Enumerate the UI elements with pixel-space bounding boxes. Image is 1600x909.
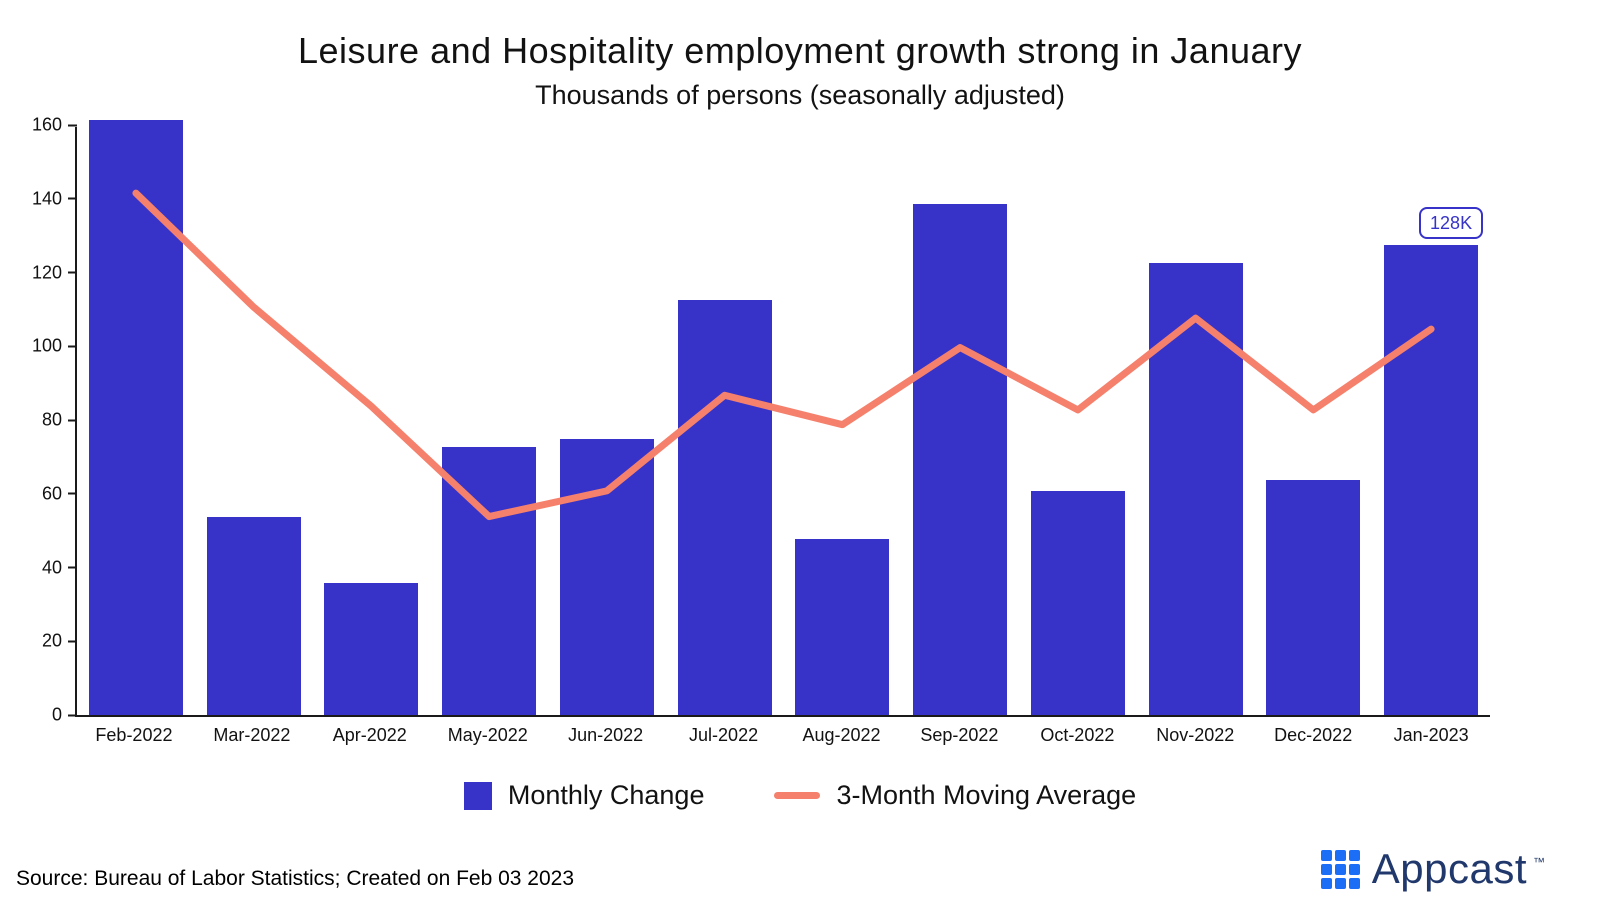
y-tick-label: 140 xyxy=(31,188,62,209)
bar-slot xyxy=(1255,127,1373,715)
line-swatch-icon xyxy=(774,792,821,799)
bar-Aug-2022 xyxy=(795,538,890,715)
y-tick-mark xyxy=(68,345,77,348)
y-tick-mark xyxy=(68,640,77,643)
y-tick-mark xyxy=(68,197,77,200)
logo-square xyxy=(1320,877,1332,889)
legend-item-monthly-change: Monthly Change xyxy=(463,780,705,811)
bar-slot xyxy=(901,127,1019,715)
y-tick: 0 xyxy=(7,705,77,726)
y-tick-label: 100 xyxy=(31,335,62,356)
bar-Jan-2023 xyxy=(1384,244,1479,715)
y-tick-mark xyxy=(68,419,77,421)
y-tick: 20 xyxy=(7,631,77,652)
x-axis-label: Dec-2022 xyxy=(1274,725,1353,745)
x-axis-label: Sep-2022 xyxy=(920,725,999,745)
y-tick-mark xyxy=(68,492,77,495)
y-tick: 40 xyxy=(7,557,77,578)
brand-trademark: ™ xyxy=(1533,855,1545,869)
logo-square xyxy=(1334,863,1346,875)
logo-square xyxy=(1348,863,1360,875)
y-tick-label: 160 xyxy=(31,114,62,135)
logo-square xyxy=(1334,849,1346,861)
y-tick: 160 xyxy=(7,115,77,136)
logo-square xyxy=(1334,877,1346,889)
bar-swatch-icon xyxy=(463,781,492,810)
chart-subtitle: Thousands of persons (seasonally adjuste… xyxy=(535,80,1065,110)
x-axis-label: Feb-2022 xyxy=(95,725,173,745)
logo-square xyxy=(1320,849,1332,861)
y-tick: 140 xyxy=(7,188,77,209)
legend-item-moving-average: 3-Month Moving Average xyxy=(774,780,1136,811)
bar-May-2022 xyxy=(442,446,537,715)
y-tick: 120 xyxy=(7,262,77,283)
bar-Sep-2022 xyxy=(913,204,1008,715)
bar-Nov-2022 xyxy=(1148,262,1243,715)
chart-title: Leisure and Hospitality employment growt… xyxy=(298,30,1302,71)
y-tick-label: 0 xyxy=(51,704,62,725)
appcast-brand: Appcast ™ xyxy=(1320,845,1545,893)
plot-area: 0 20 40 60 80 100 120 140 160 128K xyxy=(32,115,1490,725)
bar-slot xyxy=(666,127,784,715)
bar-Jun-2022 xyxy=(559,439,654,715)
x-axis-label: Jan-2023 xyxy=(1393,725,1469,745)
x-axis-label: Nov-2022 xyxy=(1156,725,1235,745)
bar-Oct-2022 xyxy=(1030,490,1125,715)
y-tick-mark xyxy=(68,124,77,126)
x-axis-label: Oct-2022 xyxy=(1040,725,1115,745)
x-axis-label: May-2022 xyxy=(447,725,528,745)
y-tick-mark xyxy=(68,714,77,716)
source-note: Source: Bureau of Labor Statistics; Crea… xyxy=(16,867,575,890)
y-tick: 60 xyxy=(7,483,77,504)
logo-square xyxy=(1320,863,1332,875)
bar-slot xyxy=(548,127,666,715)
logo-square xyxy=(1348,849,1360,861)
y-tick-label: 60 xyxy=(41,483,62,504)
appcast-logo-icon xyxy=(1320,849,1360,889)
y-tick-label: 80 xyxy=(41,409,62,430)
y-tick-label: 40 xyxy=(41,557,62,577)
bar-slot xyxy=(784,127,902,715)
logo-square xyxy=(1348,877,1360,889)
y-tick-mark xyxy=(68,271,77,274)
bar-slot xyxy=(195,127,313,715)
legend-bar-label: Monthly Change xyxy=(507,780,705,810)
bar-Jul-2022 xyxy=(677,299,772,715)
bar-slot xyxy=(1137,127,1255,715)
brand-name: Appcast xyxy=(1371,845,1527,892)
bars xyxy=(77,119,1490,715)
bar-slot xyxy=(1019,127,1137,715)
y-tick-mark xyxy=(68,566,77,569)
x-axis-label: Apr-2022 xyxy=(332,725,407,745)
legend: Monthly Change 3-Month Moving Average xyxy=(0,780,1600,811)
annotation-badge: 128K xyxy=(1419,207,1484,239)
bar-Feb-2022 xyxy=(88,119,183,715)
x-axis-label: Jun-2022 xyxy=(568,725,644,745)
x-axis-labels: Feb-2022 Mar-2022 Apr-2022 May-2022 Jun-2022… xyxy=(75,725,1490,746)
x-axis-label: Mar-2022 xyxy=(213,725,291,745)
legend-line-label: 3-Month Moving Average xyxy=(836,780,1137,810)
y-tick: 100 xyxy=(7,336,77,357)
y-tick: 80 xyxy=(7,410,77,431)
x-axis-label: Jul-2022 xyxy=(689,725,759,745)
bar-Mar-2022 xyxy=(206,516,301,715)
bar-slot xyxy=(430,127,548,715)
bar-slot xyxy=(313,127,431,715)
bar-slot xyxy=(77,119,195,715)
x-axis-label: Aug-2022 xyxy=(802,725,881,745)
y-tick-label: 120 xyxy=(31,262,62,282)
bar-Apr-2022 xyxy=(324,582,419,715)
bar-Dec-2022 xyxy=(1266,479,1361,715)
y-tick-label: 20 xyxy=(41,630,62,651)
